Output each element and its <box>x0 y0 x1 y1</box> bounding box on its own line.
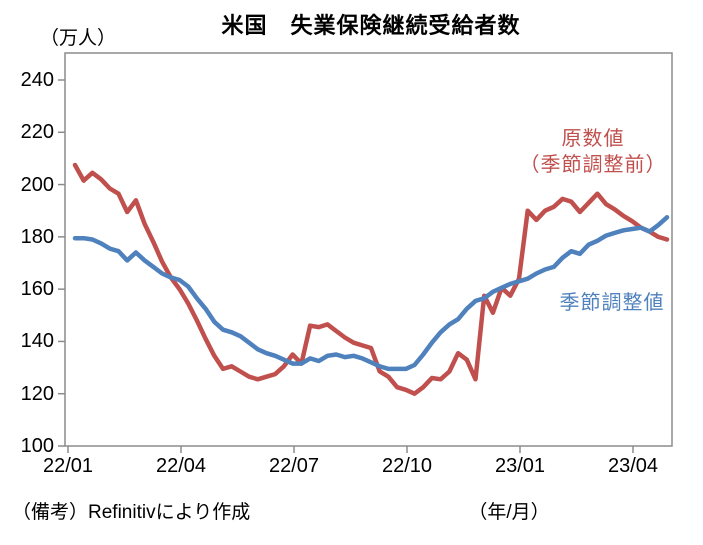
axis-tick-marks <box>58 79 634 453</box>
y-tick-label: 120 <box>20 382 54 405</box>
x-tick-label: 22/10 <box>381 455 433 477</box>
y-tick-label: 220 <box>20 121 54 144</box>
legend-sa-series-label: 季節調整値 <box>559 292 665 314</box>
x-axis-unit-label: （年/月） <box>468 502 550 523</box>
x-tick-label: 23/01 <box>494 455 546 477</box>
legend-raw-line2: （季節調整前） <box>519 154 667 176</box>
plot-area-border <box>64 52 673 447</box>
chart-title: 米国 失業保険継続受給者数 <box>221 13 521 38</box>
y-tick-label: 160 <box>20 278 54 301</box>
y-tick-label: 140 <box>20 330 54 353</box>
series-line-seasonally-adjusted <box>72 215 670 372</box>
series-lines <box>72 162 670 396</box>
y-tick-label: 240 <box>20 69 54 91</box>
y-axis-unit-label: （万人） <box>39 28 116 49</box>
legend-raw-line1: 原数値 <box>561 128 625 150</box>
x-tick-label: 22/04 <box>155 455 207 477</box>
y-tick-label: 200 <box>20 173 54 196</box>
x-tick-label: 22/07 <box>268 455 320 477</box>
y-tick-label: 100 <box>20 435 54 457</box>
legend-raw-series-label: 原数値 （季節調整前） <box>488 126 698 178</box>
x-tick-label: 23/04 <box>607 455 659 477</box>
x-tick-label: 22/01 <box>42 455 94 477</box>
series-line-raw <box>72 162 670 396</box>
y-tick-label: 180 <box>20 225 54 248</box>
source-note: （備考）Refinitivにより作成 <box>12 502 251 523</box>
